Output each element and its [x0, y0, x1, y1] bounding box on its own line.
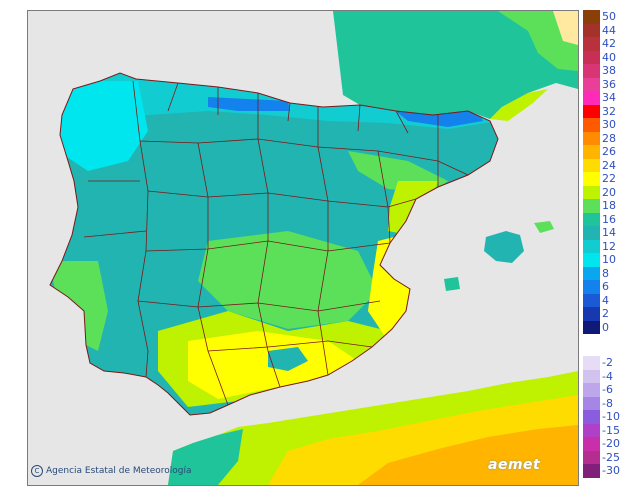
- legend-swatch: [583, 383, 600, 397]
- mallorca-island: [484, 231, 524, 263]
- legend-swatch: [583, 410, 600, 424]
- legend-label: -15: [602, 423, 620, 437]
- legend-label: -2: [602, 356, 613, 369]
- legend-label: 30: [602, 118, 616, 131]
- menorca-island: [534, 221, 554, 233]
- legend-label: 2: [602, 307, 609, 320]
- temperature-map: [27, 10, 579, 486]
- legend-swatch: [583, 437, 600, 451]
- legend-swatch: [583, 131, 600, 145]
- legend-swatch: [583, 145, 600, 159]
- legend-label: 40: [602, 50, 616, 64]
- legend-label: 38: [602, 64, 616, 77]
- legend-label: -4: [602, 369, 613, 383]
- legend-label: 6: [602, 280, 609, 293]
- legend-label: 34: [602, 91, 616, 104]
- southern-plateau-warm-zone: [198, 231, 378, 329]
- legend-label: 18: [602, 199, 616, 212]
- legend-label: 36: [602, 77, 616, 91]
- legend-label: 24: [602, 158, 616, 172]
- legend-swatch: [583, 369, 600, 383]
- legend-swatch: [583, 239, 600, 253]
- legend-swatch: [583, 320, 600, 334]
- peninsula-coastline: [49, 72, 499, 416]
- north-africa-warm: [358, 425, 578, 485]
- aemet-logo: aemet: [488, 457, 541, 473]
- legend-swatch: [583, 212, 600, 226]
- legend-label: -8: [602, 396, 613, 410]
- legend-label: -20: [602, 437, 620, 450]
- legend-swatch: [583, 185, 600, 199]
- legend-label: 0: [602, 320, 609, 334]
- sierra-nevada-cold-zone: [268, 347, 308, 371]
- legend-swatch: [583, 10, 600, 24]
- legend-label: 26: [602, 145, 616, 158]
- legend-swatch: [583, 91, 600, 105]
- ibiza-island: [444, 277, 460, 291]
- legend-swatch: [583, 77, 600, 91]
- legend-label: -25: [602, 450, 620, 464]
- legend-swatch: [583, 172, 600, 186]
- legend-swatch: [583, 23, 600, 37]
- legend-swatch: [583, 280, 600, 294]
- legend-swatch: [583, 450, 600, 464]
- legend-swatch: [583, 464, 600, 478]
- legend-swatch: [583, 307, 600, 321]
- legend-label: 32: [602, 104, 616, 118]
- agency-credit: C Agencia Estatal de Meteorología: [31, 465, 192, 477]
- legend-label: 44: [602, 23, 616, 37]
- agency-credit-text: Agencia Estatal de Meteorología: [46, 466, 192, 476]
- legend-swatch: [583, 396, 600, 410]
- legend-label: 12: [602, 239, 616, 253]
- france-far-east: [553, 11, 578, 45]
- legend-swatch: [583, 118, 600, 132]
- legend-label: 10: [602, 253, 616, 266]
- legend-swatch: [583, 266, 600, 280]
- legend-swatch: [583, 158, 600, 172]
- legend-label: 50: [602, 10, 616, 23]
- legend-label: 14: [602, 226, 616, 239]
- legend-label: 8: [602, 266, 609, 280]
- legend-swatch: [583, 423, 600, 437]
- legend-swatch: [583, 293, 600, 307]
- legend-label: 4: [602, 293, 609, 307]
- legend-label: -6: [602, 383, 613, 396]
- legend-swatch: [583, 199, 600, 213]
- north-africa-cool-west: [168, 429, 243, 485]
- legend-swatch: [583, 50, 600, 64]
- legend-swatch: [583, 104, 600, 118]
- legend-swatch: [583, 253, 600, 267]
- temperature-legend: 50 44 42 40 38 36 34 32 30 28 26 24 22 20 18 16 14 12 10 8 6…: [583, 10, 630, 484]
- galicia-cool-zone: [58, 81, 148, 171]
- legend-label: 16: [602, 212, 616, 226]
- legend-label: 28: [602, 131, 616, 145]
- legend-swatch: [583, 37, 600, 51]
- legend-label: 42: [602, 37, 616, 50]
- copyright-icon: C: [31, 465, 43, 477]
- legend-swatch: [583, 356, 600, 370]
- legend-swatch: [583, 226, 600, 240]
- france-landmass: [333, 11, 578, 119]
- cantabrian-cold-zone: [208, 97, 290, 111]
- france-coast-warm: [490, 89, 548, 121]
- legend-label: -30: [602, 464, 620, 477]
- legend-swatch: [583, 64, 600, 78]
- legend-label: 20: [602, 185, 616, 199]
- legend-label: -10: [602, 410, 620, 423]
- province-borders: [83, 80, 469, 406]
- legend-label: 22: [602, 172, 616, 185]
